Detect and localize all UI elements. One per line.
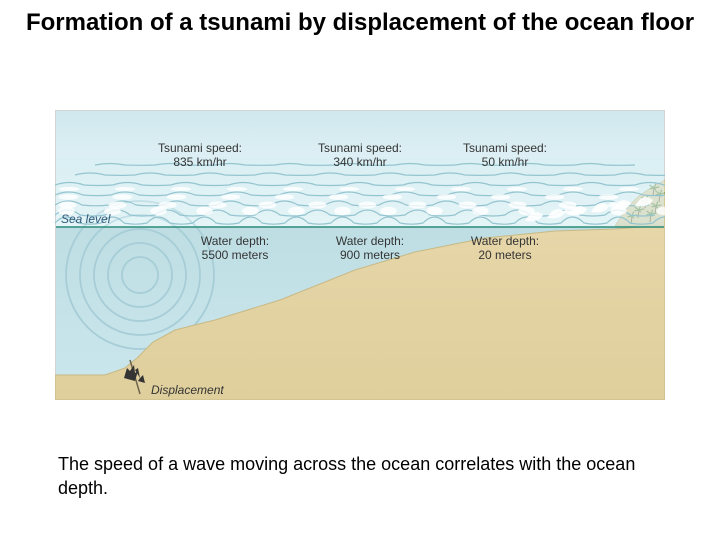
svg-text:Tsunami speed:: Tsunami speed: <box>158 141 242 155</box>
svg-text:Water depth:: Water depth: <box>471 234 539 248</box>
page-title: Formation of a tsunami by displacement o… <box>0 8 720 38</box>
svg-text:50 km/hr: 50 km/hr <box>482 155 529 169</box>
svg-text:900 meters: 900 meters <box>340 248 400 262</box>
tsunami-diagram: Sea level Displacement Tsunami speed:835… <box>55 110 665 400</box>
diagram-svg: Sea level Displacement Tsunami speed:835… <box>55 110 665 400</box>
svg-text:5500 meters: 5500 meters <box>202 248 269 262</box>
svg-text:20 meters: 20 meters <box>478 248 531 262</box>
svg-text:835 km/hr: 835 km/hr <box>173 155 226 169</box>
displacement-label: Displacement <box>151 383 224 397</box>
svg-text:340 km/hr: 340 km/hr <box>333 155 386 169</box>
caption: The speed of a wave moving across the oc… <box>58 452 668 501</box>
sea-level-label: Sea level <box>61 212 111 226</box>
svg-text:Tsunami speed:: Tsunami speed: <box>463 141 547 155</box>
svg-text:Water depth:: Water depth: <box>201 234 269 248</box>
svg-text:Tsunami speed:: Tsunami speed: <box>318 141 402 155</box>
svg-text:Water depth:: Water depth: <box>336 234 404 248</box>
